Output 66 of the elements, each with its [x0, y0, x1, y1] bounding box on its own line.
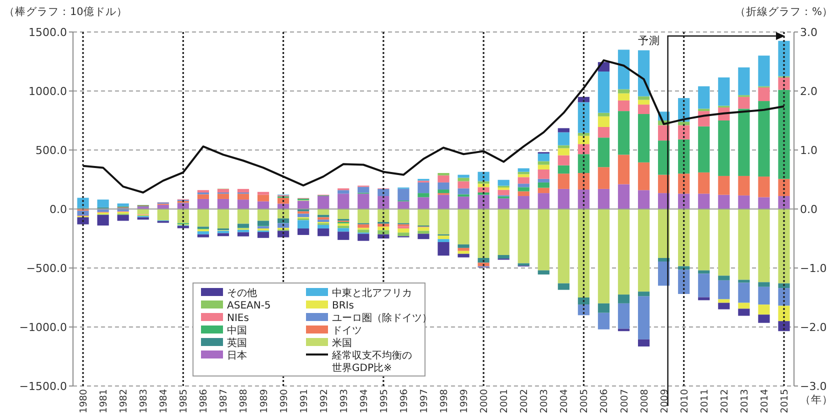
x-tick-label: 1988	[238, 389, 250, 414]
x-tick-label: 1999	[459, 389, 470, 414]
x-tick-label: 1993	[338, 389, 350, 414]
legend-label: ドイツ	[332, 326, 362, 336]
x-tick-label: 2012	[719, 389, 730, 414]
y-tick-label: 500.0	[36, 144, 67, 157]
y2-tick-label: 2.0	[800, 85, 818, 98]
x-tick-label: 1996	[398, 389, 410, 414]
x-tick-label: 2000	[479, 389, 490, 414]
legend-label: 中国	[227, 324, 247, 336]
legend-label: 中東と北アフリカ	[332, 287, 412, 299]
x-tick-label: 1984	[158, 389, 170, 414]
x-tick-label: 2004	[559, 389, 570, 414]
legend-label: 米国	[332, 337, 352, 349]
x-tick-label: 1990	[278, 389, 290, 414]
x-tick-label: 2003	[539, 389, 550, 414]
legend-label: その他	[227, 287, 257, 299]
legend-label: 日本	[227, 350, 247, 362]
x-tick-label: 1991	[298, 389, 310, 414]
x-tick-label: 1985	[178, 389, 190, 414]
x-tick-label: 1981	[98, 389, 110, 414]
x-tick-label: 1994	[358, 389, 370, 414]
x-axis-title: （年）	[800, 394, 833, 406]
y2-axis-title: （折線グラフ：%）	[735, 6, 833, 18]
legend-label: 経常収支不均衡の世界GDP比※	[331, 350, 412, 374]
x-tick-label: 2007	[619, 389, 630, 414]
x-tick-label: 1989	[258, 389, 270, 414]
x-tick-label: 2005	[579, 389, 590, 414]
x-tick-label: 2006	[599, 389, 610, 414]
x-tick-label: 2011	[699, 389, 710, 414]
x-tick-label: 1986	[198, 389, 210, 414]
y-tick-label: 0.0	[50, 203, 67, 216]
x-tick-label: 1995	[378, 389, 390, 414]
y2-tick-label: −1.0	[800, 262, 827, 275]
x-tick-label: 1998	[439, 389, 450, 414]
y-tick-label: −1000.0	[19, 321, 67, 334]
annotation: 予測	[638, 35, 660, 47]
legend-label: ユーロ圏（除ドイツ）	[332, 312, 432, 324]
x-tick-label: 1983	[138, 389, 150, 414]
y2-tick-label: 1.0	[800, 144, 818, 157]
x-tick-label: 1980	[78, 389, 90, 414]
legend-label: BRIs	[332, 300, 354, 312]
y-tick-label: 1000.0	[28, 85, 67, 98]
x-tick-label: 2001	[499, 389, 510, 414]
x-tick-label: 2013	[739, 389, 750, 414]
x-tick-label: 1992	[318, 389, 330, 414]
y2-tick-label: −2.0	[800, 321, 827, 334]
x-tick-label: 2010	[679, 389, 690, 414]
y2-tick-label: −3.0	[800, 380, 827, 393]
legend-label: ASEAN-5	[227, 300, 271, 312]
y2-tick-label: 0.0	[800, 203, 818, 216]
x-tick-label: 2015	[779, 389, 790, 414]
x-tick-label: 2014	[759, 389, 770, 414]
legend-label: NIEs	[227, 313, 249, 324]
y-axis-title: （棒グラフ：10億ドル）	[4, 5, 128, 18]
y-tick-label: −1500.0	[19, 380, 67, 393]
x-tick-label: 1987	[218, 389, 230, 414]
x-tick-label: 2002	[519, 389, 530, 414]
y-tick-label: −500.0	[26, 262, 67, 275]
x-tick-label: 1982	[118, 389, 130, 414]
x-tick-label: 2009	[659, 389, 670, 414]
x-tick-label: 2008	[639, 389, 650, 414]
x-tick-label: 1997	[418, 389, 430, 414]
y-tick-label: 1500.0	[28, 26, 67, 39]
legend-label: 英国	[227, 337, 247, 349]
y2-tick-label: 3.0	[800, 26, 818, 39]
